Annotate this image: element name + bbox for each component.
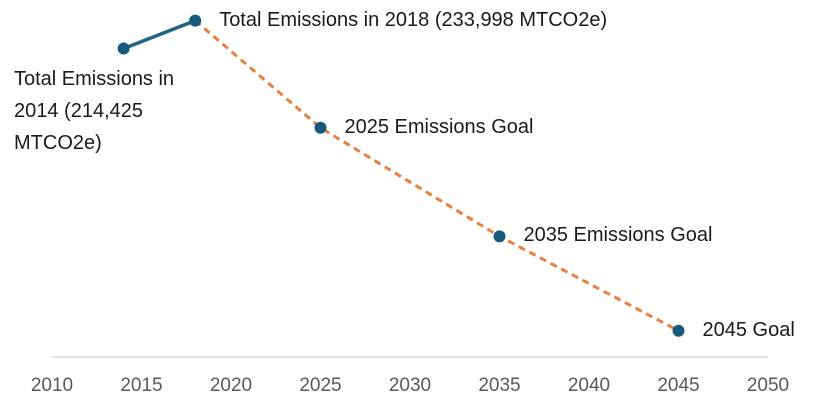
x-tick-label: 2020 (210, 375, 252, 396)
x-tick-label: 2030 (389, 375, 431, 396)
point-label: Total Emissions in 2014 (214,425 MTCO2e) (14, 67, 175, 154)
point-label: Total Emissions in 2018 (233,998 MTCO2e) (219, 8, 608, 31)
x-tick-label: 2025 (299, 375, 341, 396)
marker (493, 230, 506, 243)
actual-line (122, 18, 196, 51)
marker (189, 14, 202, 27)
x-tick-label: 2035 (478, 375, 520, 396)
marker (672, 324, 685, 337)
x-tick-label: 2010 (31, 375, 73, 396)
marker (314, 121, 327, 134)
x-tick-label: 2040 (568, 375, 610, 396)
marker (117, 42, 130, 55)
x-tick-label: 2050 (747, 375, 789, 396)
point-label: 2035 Emissions Goal (523, 224, 713, 247)
projection-line (194, 19, 680, 333)
point-label: 2045 Goal (702, 318, 795, 341)
x-tick-label: 2045 (657, 375, 699, 396)
point-label: 2025 Emissions Goal (344, 115, 534, 138)
x-tick-label: 2015 (120, 375, 162, 396)
